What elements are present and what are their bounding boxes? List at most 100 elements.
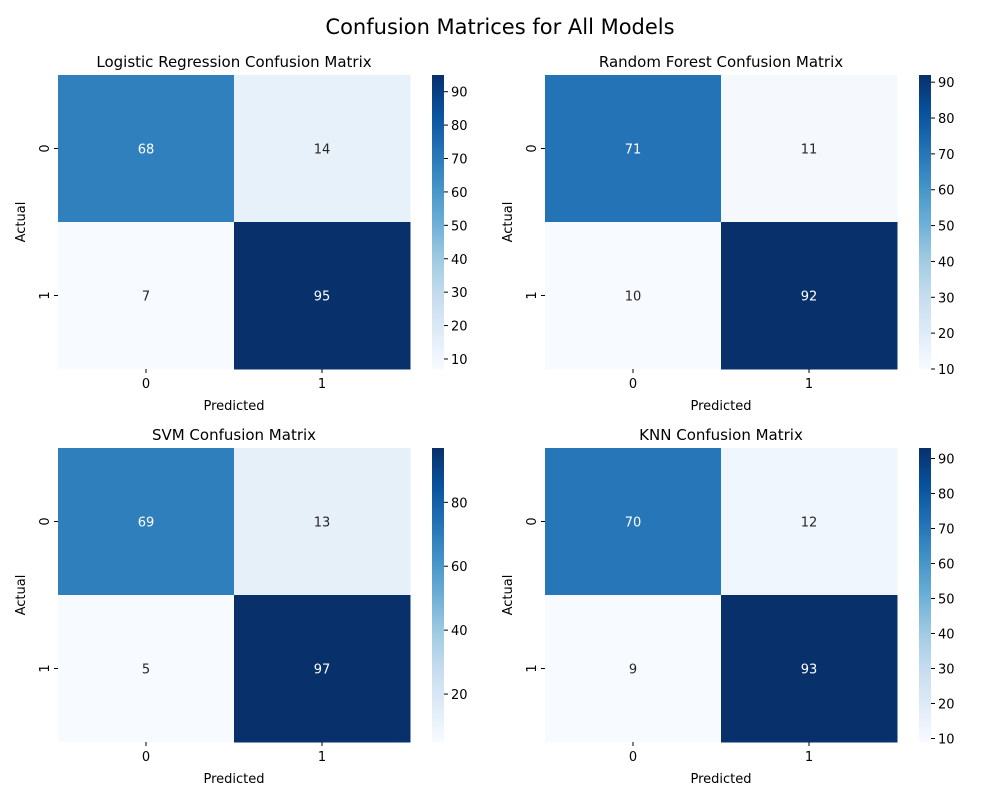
y-axis-label: Actual: [501, 202, 516, 243]
heatmap-cell: [721, 595, 898, 743]
figure-title: Confusion Matrices for All Models: [325, 15, 674, 39]
colorbar: [432, 75, 444, 369]
heatmap-cell: [58, 75, 235, 223]
heatmap-cell: [234, 595, 411, 743]
cell-value-label: 9: [629, 663, 637, 678]
y-tick-label: 0: [38, 144, 53, 152]
colorbar-tick-label: 10: [938, 733, 955, 748]
colorbar-tick-label: 10: [451, 353, 468, 368]
y-tick-label: 1: [38, 664, 53, 672]
cell-value-label: 92: [801, 290, 818, 305]
y-axis-label: Actual: [501, 575, 516, 616]
x-axis-label: Predicted: [203, 399, 264, 414]
colorbar-tick-label: 50: [938, 593, 955, 608]
colorbar-tick-label: 90: [938, 453, 955, 468]
heatmap-cell: [545, 75, 722, 223]
x-axis-label: Predicted: [690, 399, 751, 414]
y-tick-label: 1: [525, 664, 540, 672]
heatmap-cell: [234, 448, 411, 596]
colorbar-tick-label: 80: [451, 119, 468, 134]
cell-value-label: 68: [138, 143, 155, 158]
cell-value-label: 14: [314, 143, 331, 158]
colorbar-tick-label: 40: [451, 624, 468, 639]
y-axis-label: Actual: [14, 202, 29, 243]
heatmap-cell: [545, 448, 722, 596]
heatmap-panel: SVM Confusion Matrix 69 13 5 97 0 1 0 1 Predicted…: [14, 426, 468, 787]
colorbar-tick-label: 90: [451, 86, 468, 101]
colorbar-tick-label: 70: [938, 148, 955, 163]
colorbar-tick-label: 30: [451, 286, 468, 301]
x-axis-label: Predicted: [203, 772, 264, 787]
cell-value-label: 13: [314, 516, 331, 531]
x-tick-label: 0: [629, 750, 637, 765]
colorbar-tick-label: 60: [938, 558, 955, 573]
colorbar-tick-label: 60: [451, 560, 468, 575]
colorbar-tick-label: 60: [938, 184, 955, 199]
cell-value-label: 70: [625, 516, 642, 531]
cell-value-label: 95: [314, 290, 331, 305]
heatmap-cell: [545, 222, 722, 370]
heatmap-cell: [721, 75, 898, 223]
panel-title: SVM Confusion Matrix: [152, 426, 316, 444]
colorbar-tick-label: 20: [938, 327, 955, 342]
cell-value-label: 12: [801, 516, 818, 531]
colorbar-tick-label: 70: [938, 523, 955, 538]
heatmap-cell: [58, 595, 235, 743]
heatmap-cell: [545, 595, 722, 743]
y-tick-label: 1: [38, 291, 53, 299]
x-tick-label: 1: [805, 377, 813, 392]
cell-value-label: 11: [801, 143, 818, 158]
panel-title: Random Forest Confusion Matrix: [599, 53, 843, 71]
colorbar-tick-label: 30: [938, 663, 955, 678]
x-tick-label: 0: [629, 377, 637, 392]
cell-value-label: 97: [314, 663, 331, 678]
cell-value-label: 69: [138, 516, 155, 531]
colorbar-tick-label: 40: [938, 255, 955, 270]
colorbar-tick-label: 40: [451, 253, 468, 268]
cell-value-label: 93: [801, 663, 818, 678]
x-tick-label: 1: [318, 377, 326, 392]
colorbar-tick-label: 70: [451, 153, 468, 168]
x-tick-label: 0: [142, 377, 150, 392]
colorbar: [432, 448, 444, 742]
y-tick-label: 0: [38, 517, 53, 525]
heatmap-cell: [58, 448, 235, 596]
colorbar-tick-label: 60: [451, 186, 468, 201]
panel-title: KNN Confusion Matrix: [639, 426, 803, 444]
heatmap-cell: [234, 222, 411, 370]
y-axis-label: Actual: [14, 575, 29, 616]
colorbar-tick-label: 50: [938, 220, 955, 235]
y-tick-label: 1: [525, 291, 540, 299]
cell-value-label: 7: [142, 290, 150, 305]
cell-value-label: 5: [142, 663, 150, 678]
x-axis-label: Predicted: [690, 772, 751, 787]
x-tick-label: 1: [318, 750, 326, 765]
colorbar-tick-label: 20: [451, 688, 468, 703]
colorbar-tick-label: 50: [451, 219, 468, 234]
colorbar-tick-label: 80: [451, 496, 468, 511]
heatmap-cell: [234, 75, 411, 223]
colorbar-tick-label: 40: [938, 628, 955, 643]
y-tick-label: 0: [525, 144, 540, 152]
cell-value-label: 10: [625, 290, 642, 305]
colorbar-tick-label: 20: [938, 698, 955, 713]
x-tick-label: 0: [142, 750, 150, 765]
x-tick-label: 1: [805, 750, 813, 765]
colorbar: [919, 75, 931, 369]
colorbar-tick-label: 90: [938, 76, 955, 91]
colorbar-tick-label: 30: [938, 291, 955, 306]
colorbar-tick-label: 80: [938, 112, 955, 127]
colorbar-tick-label: 20: [451, 320, 468, 335]
panel-title: Logistic Regression Confusion Matrix: [96, 53, 371, 71]
cell-value-label: 71: [625, 143, 642, 158]
y-tick-label: 0: [525, 517, 540, 525]
colorbar-tick-label: 80: [938, 488, 955, 503]
colorbar: [919, 448, 931, 742]
colorbar-tick-label: 10: [938, 363, 955, 378]
heatmap-cell: [721, 448, 898, 596]
